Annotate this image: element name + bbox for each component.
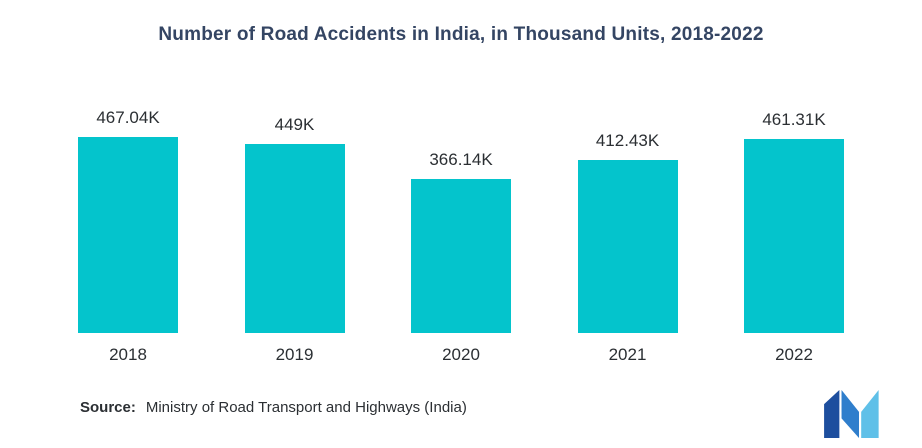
mordor-intelligence-logo <box>824 390 879 438</box>
x-axis-tick-label: 2018 <box>109 345 147 364</box>
bar-value-label: 449K <box>274 115 315 134</box>
bar <box>244 144 345 333</box>
chart-title: Number of Road Accidents in India, in Th… <box>158 24 764 45</box>
source-line: Source: Ministry of Road Transport and Hi… <box>80 399 467 416</box>
bar-chart: 467.04K 2018 449K 2019 366.14K 2020 412.43K 202… <box>78 95 844 365</box>
x-axis-tick-label: 2022 <box>775 345 813 364</box>
bar-group-2018: 467.04K 2018 <box>78 95 178 365</box>
bar-group-2020: 366.14K 2020 <box>411 95 511 365</box>
bar-value-label: 467.04K <box>96 108 160 127</box>
x-axis-tick-label: 2019 <box>275 345 314 364</box>
x-axis-tick-label: 2020 <box>442 345 480 364</box>
bar <box>577 160 678 333</box>
bar <box>744 139 844 333</box>
bar-group-2021: 412.43K 2021 <box>577 95 678 365</box>
source-label: Source: <box>80 399 136 416</box>
bar <box>78 137 178 333</box>
x-axis-tick-label: 2021 <box>608 345 647 364</box>
source-text: Ministry of Road Transport and Highways … <box>145 399 467 416</box>
bar-group-2019: 449K 2019 <box>244 95 345 365</box>
bar <box>411 179 511 333</box>
bar-value-label: 461.31K <box>762 110 826 129</box>
bar-value-label: 412.43K <box>595 131 660 150</box>
bar-group-2022: 461.31K 2022 <box>744 95 844 365</box>
bar-value-label: 366.14K <box>429 150 493 169</box>
